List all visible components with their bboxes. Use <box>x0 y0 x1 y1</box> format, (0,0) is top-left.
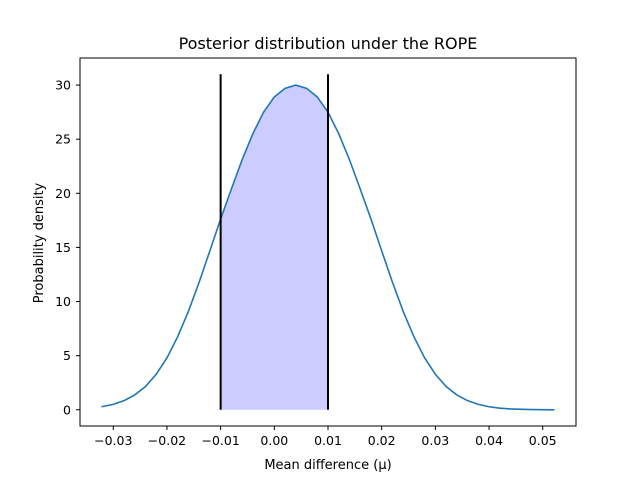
x-tick-label: −0.01 <box>201 433 239 448</box>
rope-shaded-region <box>220 85 328 410</box>
y-tick-label: 10 <box>55 294 71 309</box>
x-axis-label: Mean difference (μ) <box>264 458 391 473</box>
y-tick-label: 20 <box>55 186 71 201</box>
y-tick-label: 30 <box>55 78 71 93</box>
plot-area <box>79 57 577 427</box>
y-tick-label: 5 <box>63 348 71 363</box>
x-tick-label: 0.04 <box>475 433 503 448</box>
x-axis-ticks: −0.03 −0.02 −0.01 0.00 0.01 0.02 0.03 0.04 0.05 <box>94 426 557 448</box>
y-tick-label: 15 <box>55 240 71 255</box>
y-axis-label: Probability density <box>32 182 47 303</box>
y-tick-label: 25 <box>55 132 71 147</box>
x-tick-label: 0.03 <box>421 433 449 448</box>
x-tick-label: 0.00 <box>260 433 288 448</box>
y-axis-ticks: 0 5 10 15 20 25 30 <box>55 78 80 417</box>
chart-title: Posterior distribution under the ROPE <box>179 34 478 53</box>
y-tick-label: 0 <box>63 402 71 417</box>
x-tick-label: 0.05 <box>529 433 557 448</box>
x-tick-label: −0.02 <box>148 433 186 448</box>
x-tick-label: 0.01 <box>314 433 342 448</box>
x-tick-label: −0.03 <box>94 433 132 448</box>
x-tick-label: 0.02 <box>368 433 396 448</box>
